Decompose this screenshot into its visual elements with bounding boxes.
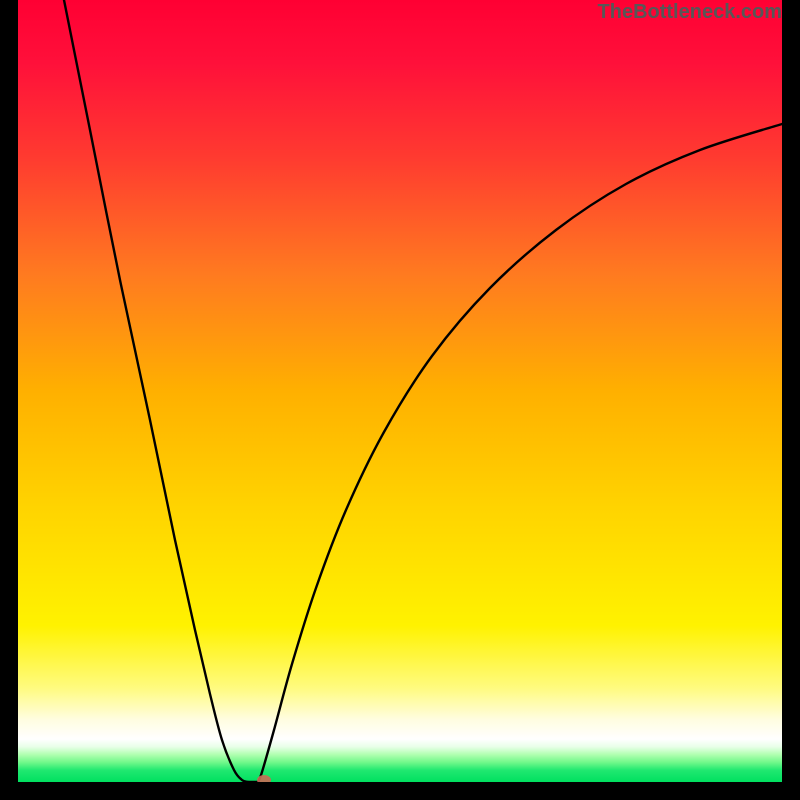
border-left (0, 0, 18, 800)
border-right (782, 0, 800, 800)
plot-background (18, 0, 782, 782)
chart-container: TheBottleneck.com (0, 0, 800, 800)
border-bottom (0, 782, 800, 800)
watermark-text: TheBottleneck.com (598, 1, 782, 23)
